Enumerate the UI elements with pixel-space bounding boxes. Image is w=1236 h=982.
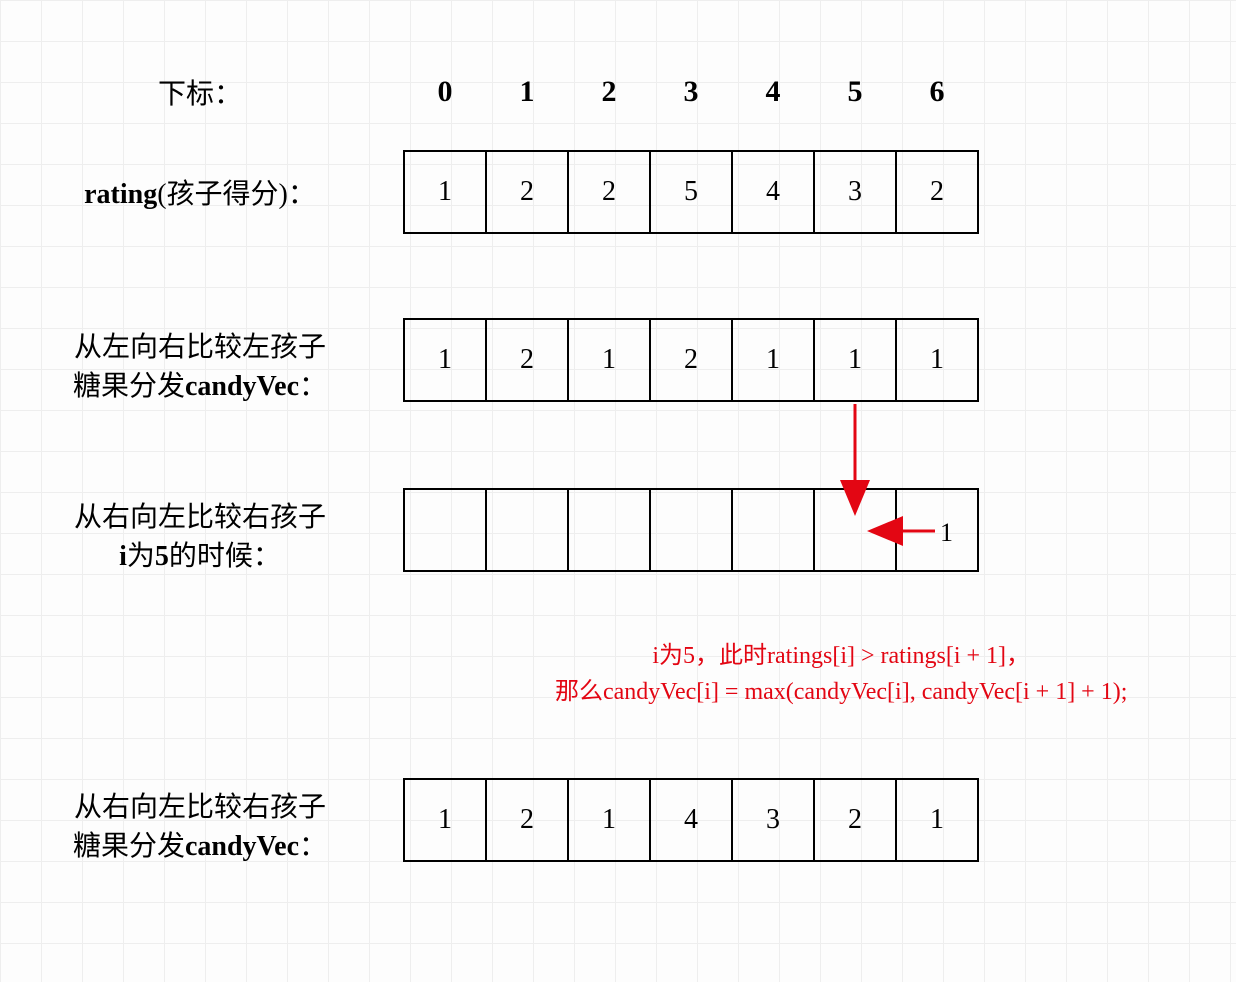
cell: 1 — [731, 318, 815, 402]
label-rtl_i5: 从右向左比较右孩子i为5的时候： — [0, 498, 400, 576]
cell: 3 — [813, 150, 897, 234]
red-line1: i为5，此时ratings[i] > ratings[i + 1]， — [652, 643, 1030, 669]
cell — [567, 488, 651, 572]
cell: 1 — [813, 318, 897, 402]
index-cell: 2 — [567, 75, 651, 109]
cell: 2 — [895, 150, 979, 234]
cell: 2 — [567, 150, 651, 234]
cell: 1 — [403, 150, 487, 234]
cell — [731, 488, 815, 572]
index-cell: 3 — [649, 75, 733, 109]
index-cell: 5 — [813, 75, 897, 109]
array-rtl_i5 — [403, 488, 979, 572]
index-cell: 4 — [731, 75, 815, 109]
red-line2: 那么candyVec[i] = max(candyVec[i], candyVe… — [555, 679, 1127, 705]
label-ltr: 从左向右比较左孩子糖果分发candyVec： — [0, 328, 400, 406]
cell: 4 — [649, 778, 733, 862]
cell — [813, 488, 897, 572]
array-rating: 1225432 — [403, 150, 979, 234]
cell: 1 — [895, 318, 979, 402]
label-result: 从右向左比较右孩子糖果分发candyVec： — [0, 788, 400, 866]
index-label: 下标： — [0, 75, 400, 114]
arrow-one-label: 1 — [940, 518, 953, 548]
cell: 2 — [485, 318, 569, 402]
label-rating: rating(孩子得分)： — [0, 175, 400, 214]
cell — [403, 488, 487, 572]
cell — [649, 488, 733, 572]
index-cell: 6 — [895, 75, 979, 109]
cell: 1 — [567, 318, 651, 402]
cell: 1 — [403, 778, 487, 862]
cell — [895, 488, 979, 572]
cell: 2 — [649, 318, 733, 402]
array-result: 1214321 — [403, 778, 979, 862]
cell: 3 — [731, 778, 815, 862]
index-row: 0123456 — [403, 75, 979, 109]
cell: 1 — [403, 318, 487, 402]
red-annotation: i为5，此时ratings[i] > ratings[i + 1]， 那么can… — [555, 638, 1127, 710]
cell: 2 — [485, 778, 569, 862]
cell — [485, 488, 569, 572]
cell: 1 — [567, 778, 651, 862]
cell: 2 — [485, 150, 569, 234]
cell: 2 — [813, 778, 897, 862]
cell: 4 — [731, 150, 815, 234]
cell: 5 — [649, 150, 733, 234]
index-cell: 0 — [403, 75, 487, 109]
index-cell: 1 — [485, 75, 569, 109]
cell: 1 — [895, 778, 979, 862]
array-ltr: 1212111 — [403, 318, 979, 402]
